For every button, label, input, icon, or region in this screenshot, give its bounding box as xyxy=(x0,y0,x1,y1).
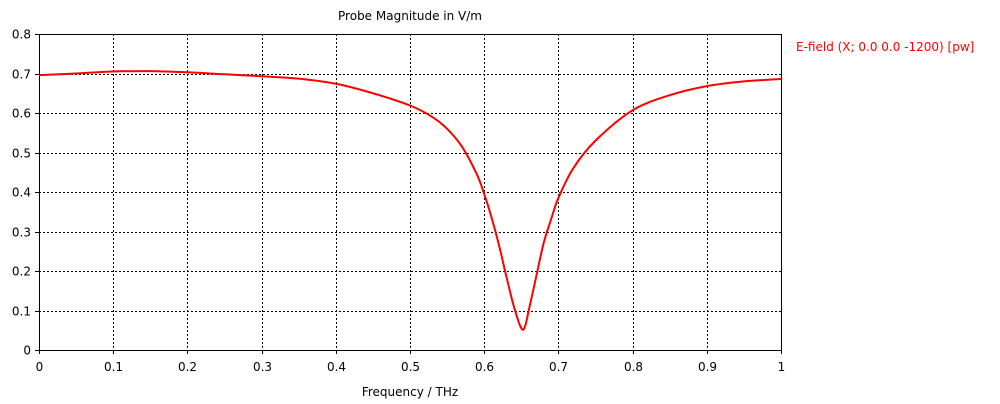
series-line-e-field xyxy=(38,70,782,331)
y-tick-label: 0.3 xyxy=(12,226,31,240)
y-tick-label: 0.2 xyxy=(12,265,31,279)
x-tick-label: 0.4 xyxy=(327,360,346,374)
x-tick-label: 0.7 xyxy=(549,360,568,374)
x-tick-label: 0.6 xyxy=(475,360,494,374)
series-layer xyxy=(38,70,782,331)
y-tick-label: 0.7 xyxy=(12,68,31,82)
x-tick-label: 0.3 xyxy=(253,360,272,374)
grid-lines xyxy=(39,34,781,350)
y-tick-label: 0 xyxy=(23,344,31,358)
x-tick-label: 0.8 xyxy=(624,360,643,374)
y-tick-label: 0.6 xyxy=(12,107,31,121)
y-tick-label: 0.8 xyxy=(12,28,31,42)
x-axis-ticks: 0 0.1 0.2 0.3 0.4 0.5 0.6 0.7 0.8 0.9 1 xyxy=(36,350,786,374)
x-tick-label: 0.1 xyxy=(104,360,123,374)
legend-entry: E-field (X; 0.0 0.0 -1200) [pw] xyxy=(796,40,974,54)
y-tick-label: 0.4 xyxy=(12,186,31,200)
x-tick-label: 1 xyxy=(778,360,786,374)
x-axis-label: Frequency / THz xyxy=(362,385,458,399)
x-tick-label: 0.5 xyxy=(401,360,420,374)
x-tick-label: 0.2 xyxy=(178,360,197,374)
y-axis-ticks: 0 0.1 0.2 0.3 0.4 0.5 0.6 0.7 0.8 xyxy=(12,28,39,358)
x-tick-label: 0 xyxy=(36,360,44,374)
chart-title: Probe Magnitude in V/m xyxy=(338,9,482,23)
y-tick-label: 0.5 xyxy=(12,147,31,161)
y-tick-label: 0.1 xyxy=(12,305,31,319)
x-tick-label: 0.9 xyxy=(698,360,717,374)
